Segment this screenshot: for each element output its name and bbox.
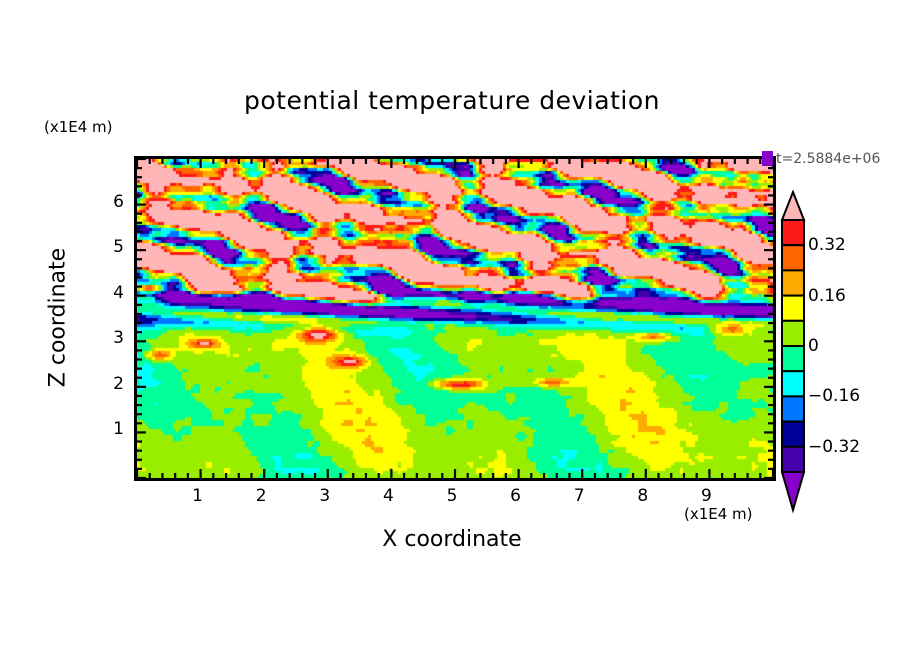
x-tick-label: 1 (192, 486, 203, 506)
time-color-swatch (762, 151, 773, 166)
colorbar (771, 190, 819, 526)
contour-plot-area (134, 156, 776, 481)
page-title: potential temperature deviation (244, 86, 660, 115)
colorbar-label: −0.32 (808, 436, 861, 457)
y-tick-label: 6 (113, 191, 124, 212)
x-tick-label: 7 (573, 486, 585, 506)
y-tick-label: 3 (113, 328, 124, 349)
y-axis-units-label: (x1E4 m) (44, 118, 113, 136)
y-tick-label: 4 (113, 282, 124, 303)
x-tick-label: 5 (446, 486, 458, 506)
y-axis-title: Z coordinate (45, 247, 71, 388)
x-tick-label: 3 (319, 486, 331, 506)
x-tick-label: 2 (255, 486, 267, 506)
x-axis-title: X coordinate (382, 527, 522, 552)
x-tick-label: 8 (637, 486, 649, 506)
y-tick-label: 5 (113, 237, 124, 258)
colorbar-gradient (780, 190, 806, 514)
y-tick-label: 1 (113, 419, 124, 440)
colorbar-label: −0.16 (808, 386, 861, 407)
x-tick-label: 4 (382, 486, 394, 506)
colorbar-label: 0.32 (808, 235, 846, 256)
colorbar-label: 0 (808, 336, 819, 356)
time-annotation: t=2.5884e+06 (776, 151, 881, 167)
x-tick-label: 6 (510, 486, 521, 506)
y-tick-label: 2 (113, 373, 124, 394)
x-axis-units-label: (x1E4 m) (684, 505, 753, 523)
x-tick-label: 9 (700, 486, 712, 506)
colorbar-label: 0.16 (808, 285, 846, 306)
contour-field (137, 159, 773, 478)
